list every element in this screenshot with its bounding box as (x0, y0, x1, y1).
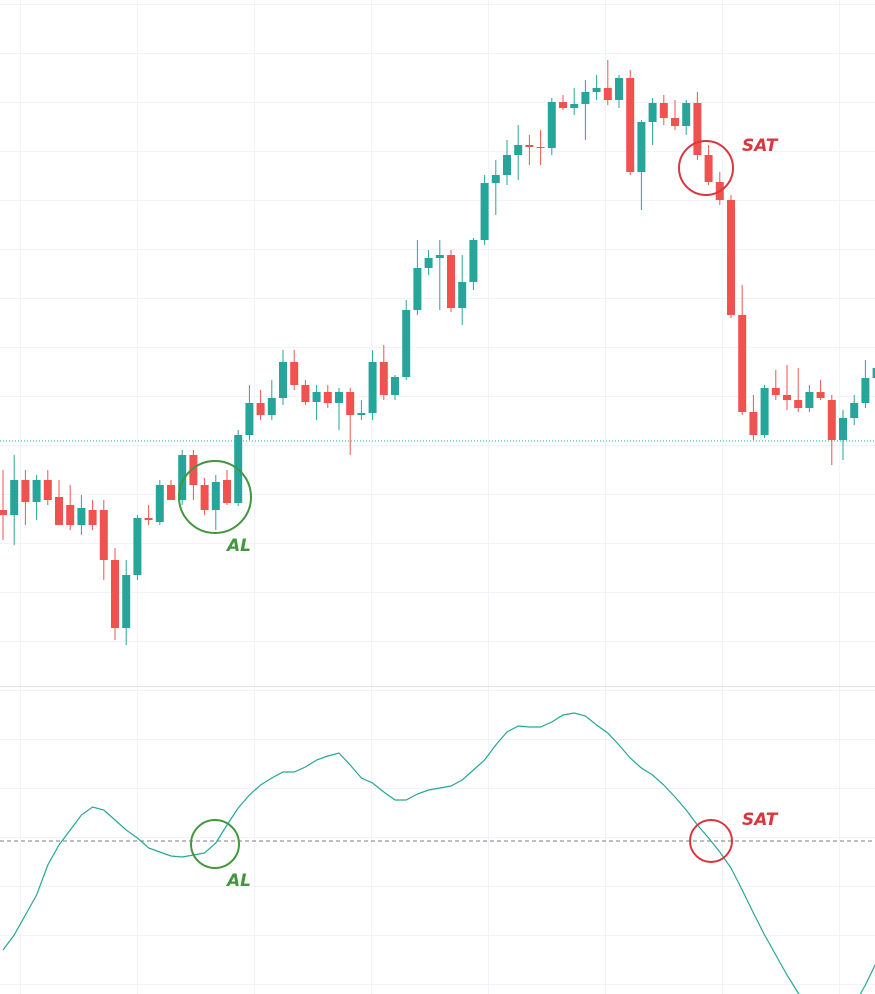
candle-body (10, 480, 19, 515)
candle-body (503, 155, 511, 175)
candle-body (805, 392, 814, 408)
candle-body (626, 78, 635, 172)
candle-body (312, 392, 321, 402)
candle-body (435, 255, 444, 258)
buy-circle (178, 460, 252, 534)
sell-circle (689, 819, 733, 863)
candle-body (771, 388, 780, 395)
candle-body (323, 392, 332, 403)
candle-body (760, 388, 769, 435)
candle-body (637, 122, 646, 172)
candle-body (536, 147, 545, 148)
candle-body (144, 518, 153, 520)
candle-body (43, 480, 52, 500)
candle-body (256, 403, 265, 415)
candle-body (671, 118, 679, 126)
candle-body (794, 400, 803, 408)
candle-body (850, 403, 859, 418)
candle-body (615, 78, 623, 100)
candle-body (167, 485, 175, 500)
candle-body (66, 505, 75, 525)
candle-body (749, 412, 758, 435)
buy-label: AL (225, 536, 251, 556)
candle-body (346, 392, 355, 415)
candle-body (223, 480, 231, 503)
candle-body (88, 510, 97, 525)
candle-body (491, 175, 500, 183)
oscillator-line (2, 712, 875, 994)
candle-body (514, 145, 523, 155)
candle-body (727, 200, 735, 315)
candle-body (603, 88, 612, 100)
candle-body (861, 378, 870, 403)
candle-body (335, 392, 343, 403)
buy-label: AL (225, 871, 251, 891)
sell-circle (678, 140, 734, 196)
candle-body (379, 362, 388, 395)
candle-body (279, 362, 287, 398)
candle-body (155, 485, 164, 522)
candle-body (189, 455, 198, 485)
candle-body (245, 403, 254, 435)
candle-body (469, 240, 478, 282)
candle-body (570, 104, 579, 108)
candle-body (458, 282, 467, 308)
candle-body (99, 510, 108, 560)
candle-body (525, 145, 534, 147)
candle-body (391, 377, 399, 395)
candle-body (357, 413, 366, 415)
candle-body (55, 497, 63, 525)
candle-body (693, 103, 702, 155)
candle-body (480, 183, 489, 240)
candle-body (111, 560, 119, 628)
candle-body (424, 258, 433, 268)
candle-body (581, 92, 590, 104)
sell-label: SAT (742, 810, 779, 830)
candle-body (827, 400, 836, 440)
candle-body (32, 480, 41, 502)
candle-body (559, 102, 567, 108)
candle-body (368, 362, 377, 413)
candle-body (682, 103, 691, 126)
candle-body (547, 102, 556, 148)
candle-body (290, 362, 299, 385)
candle-body (21, 480, 30, 502)
candle-body (133, 518, 142, 575)
candle-body (648, 103, 657, 122)
candle-body (77, 508, 86, 525)
candle-body (178, 455, 187, 500)
candle-body (413, 268, 422, 310)
candle-body (659, 103, 668, 118)
candle-body (447, 255, 455, 308)
candle-body (783, 395, 791, 400)
buy-circle (190, 819, 240, 869)
candle-body (301, 385, 310, 402)
candle-body (872, 368, 875, 378)
candle-body (738, 315, 747, 412)
candle-body (122, 575, 131, 628)
candle-body (704, 155, 713, 182)
candle-body (211, 482, 220, 510)
candle-body (592, 88, 601, 92)
sell-label: SAT (742, 136, 779, 156)
candle-body (267, 398, 276, 415)
candle-body (200, 485, 209, 510)
candle-body (816, 392, 825, 398)
candle-body (839, 418, 847, 440)
candle-body (0, 510, 7, 515)
candle-body (402, 310, 411, 377)
